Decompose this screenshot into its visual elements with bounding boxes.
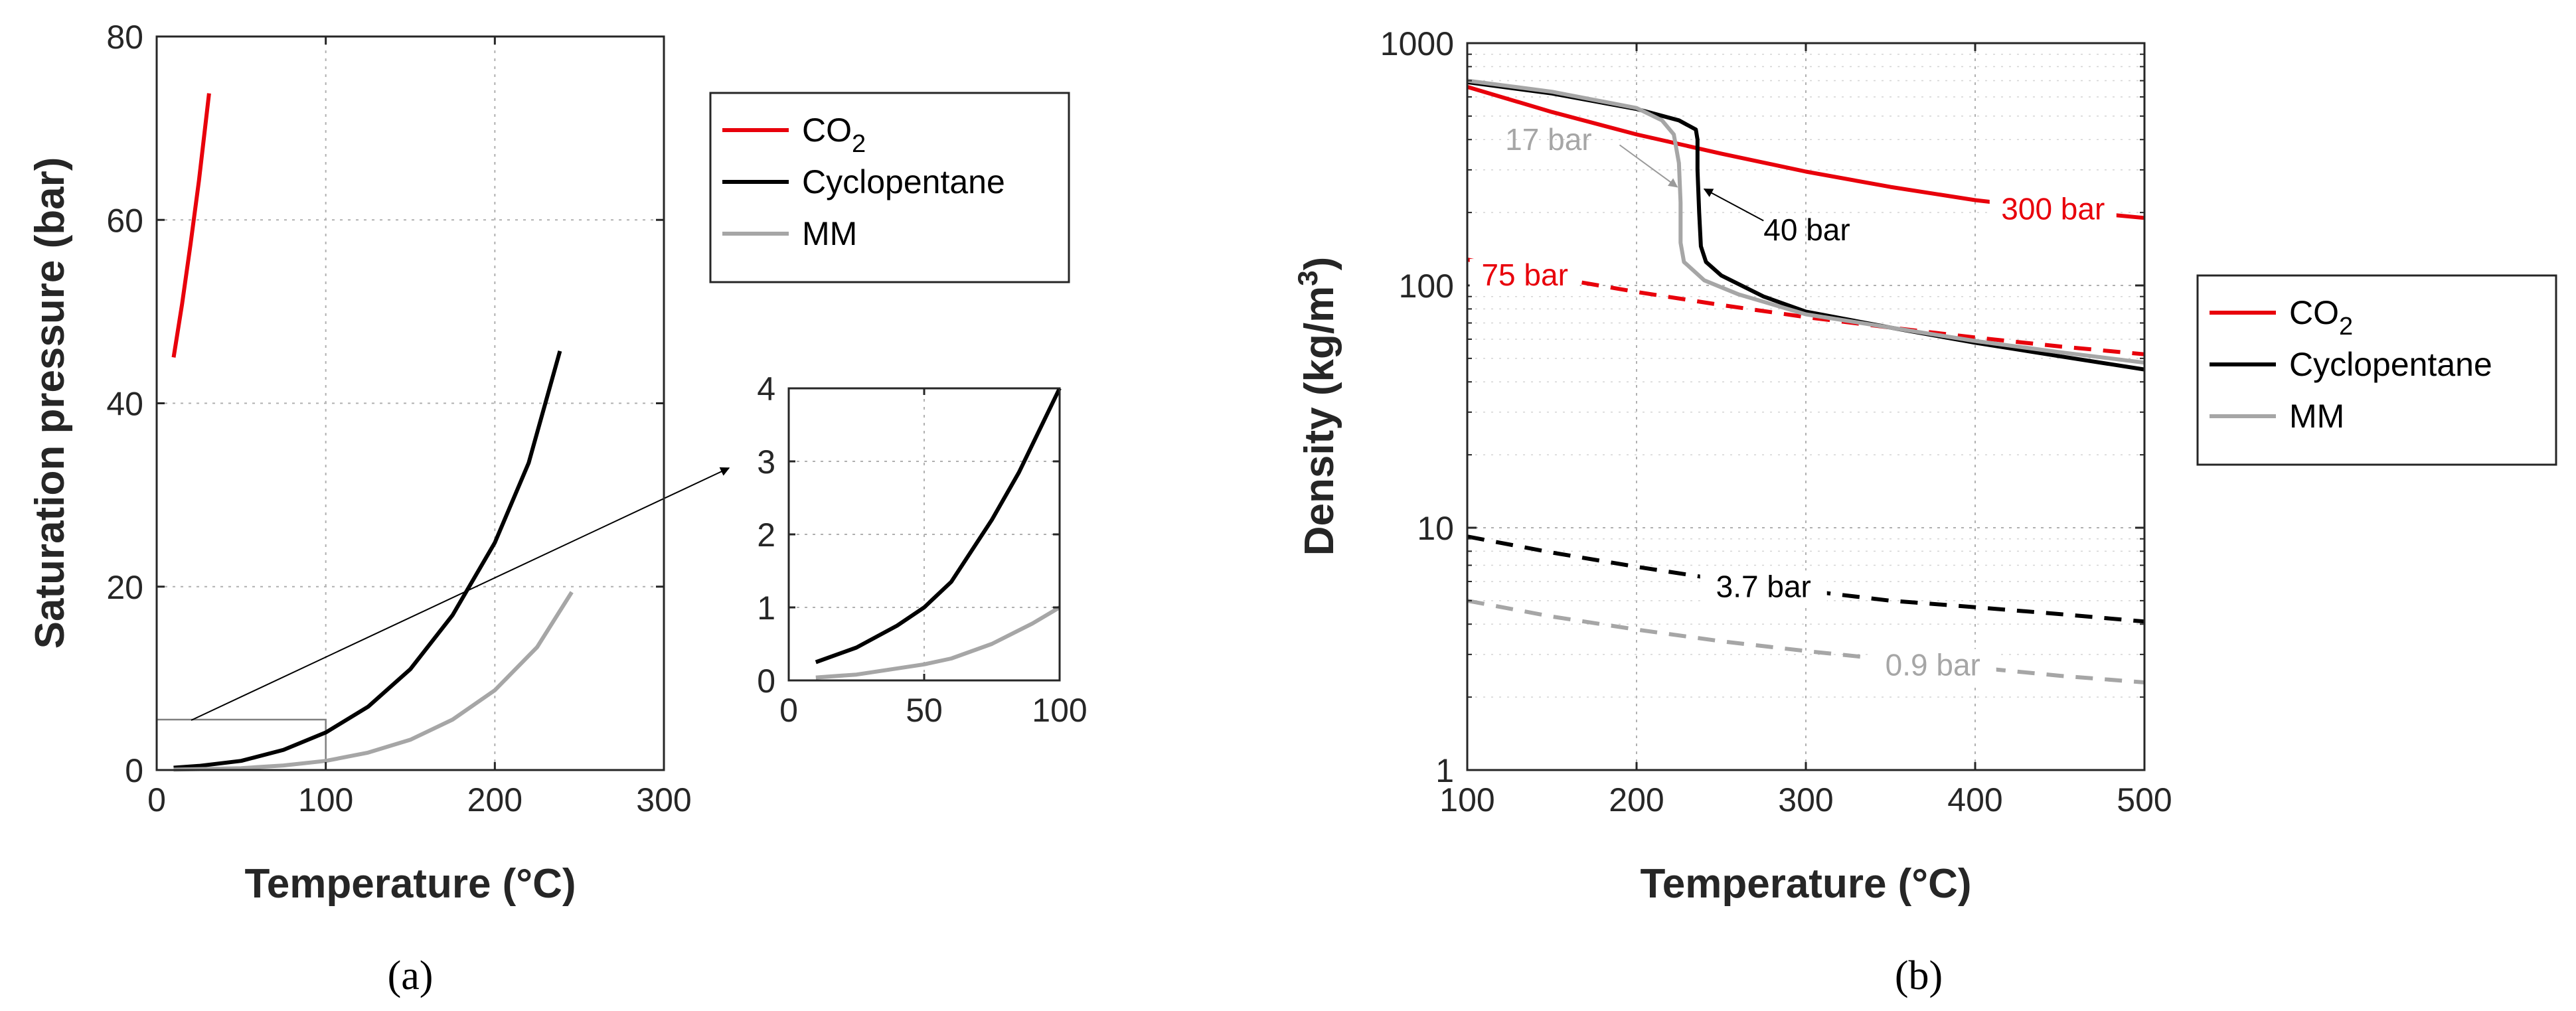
panel-b-legend-label-main: CO: [2289, 294, 2339, 331]
panel-b-legend-label-subscript: 2: [2339, 313, 2353, 341]
panel-a-ticks: 0 100 200 300 0 20 40 60 80: [106, 19, 691, 818]
series-label-3-7-bar: 3.7 bar: [1716, 569, 1811, 603]
inset-y-tick-label: 2: [757, 516, 775, 554]
inset-ticks: 0 50 100 0 1 2 3 4: [757, 370, 1087, 729]
panel-a-x-tick-label: 200: [467, 781, 523, 818]
label-arrow-40-bar: [1703, 188, 1764, 222]
inset-x-tick-label: 100: [1032, 692, 1087, 729]
inset-series: [815, 387, 1062, 680]
panel-a-x-tick-label: 300: [636, 781, 691, 818]
panel-a-x-tick-label: 100: [298, 781, 353, 818]
series-label-background: [1989, 193, 2117, 229]
panel-b-x-tick-label: 300: [1778, 781, 1833, 818]
panel-b-y-tick-label: 1: [1435, 752, 1454, 789]
panel-b-legend-label-main: Cyclopentane: [2289, 346, 2492, 383]
panel-a-legend-label-main: Cyclopentane: [802, 163, 1005, 200]
series-label-17-bar: 17 bar: [1505, 122, 1591, 157]
panel-a-legend-label-co2: CO2: [802, 112, 866, 158]
panel-a-series-co2: [171, 93, 211, 358]
series-label-background: [1869, 649, 1996, 685]
inset-y-tick-label: 3: [757, 443, 775, 481]
inset-y-tick-label: 4: [757, 370, 775, 408]
series-label-300-bar: 300 bar: [2001, 191, 2105, 226]
zoom-arrow: [191, 467, 730, 721]
inset-series-cyclopentane: [815, 387, 1062, 664]
panel-b-x-tick-label: 200: [1609, 781, 1664, 818]
panel-a-y-tick-label: 80: [106, 19, 143, 56]
inset-x-tick-label: 0: [779, 692, 798, 729]
panel-a-y-axis-label: Saturation pressure (bar): [27, 157, 73, 649]
panel-b-series-mm-dashed: [1467, 598, 2145, 684]
panel-b-annotations: 300 bar 75 bar 3.7 bar 0.9 bar 17 bar 40 bar: [1469, 122, 2117, 685]
panel-a-grid: [157, 37, 664, 770]
series-label-background: [1469, 259, 1580, 295]
panel-b-legend-label-cyclopentane: Cyclopentane: [2289, 346, 2492, 383]
panel-a-y-tick-label: 60: [106, 202, 143, 239]
panel-b-legend-label-mm: MM: [2289, 398, 2344, 435]
panel-b-legend: CO2 Cyclopentane MM: [2196, 274, 2557, 466]
panel-a-legend-label-cyclopentane: Cyclopentane: [802, 163, 1005, 200]
panel-b-y-axis-label-sup: 3: [1292, 270, 1323, 285]
panel-b-x-tick-label: 400: [1947, 781, 2002, 818]
panel-a-inset: 0 50 100 0 1 2 3 4: [757, 370, 1087, 729]
panel-b-legend-label-co2: CO2: [2289, 294, 2353, 341]
panel-b-x-tick-label: 100: [1439, 781, 1494, 818]
inset-series-mm: [815, 605, 1061, 680]
panel-b-y-tick-label: 10: [1417, 510, 1454, 547]
panel-a-legend-label-subscript: 2: [852, 130, 866, 158]
panel-b-legend-label-main: MM: [2289, 398, 2344, 435]
panel-a-legend-label-main: MM: [802, 215, 857, 252]
panel-b-ticks: 100 200 300 400 500 1 10 100 1000: [1380, 25, 2172, 818]
panel-b-y-axis-label: Density (kg/m3): [1292, 257, 1342, 556]
panel-b-y-axis-label-end: ): [1297, 257, 1342, 271]
panel-a-y-tick-label: 20: [106, 569, 143, 606]
panel-a-series: [171, 93, 574, 772]
panel-b-legend-box: [2196, 274, 2557, 466]
label-arrow-17-bar: [1619, 144, 1678, 188]
inset-x-tick-label: 50: [906, 692, 943, 729]
panel-b-y-tick-label: 1000: [1380, 25, 1454, 62]
panel-a-x-axis-label: Temperature (°C): [244, 861, 576, 907]
panel-a-legend-label-main: CO: [802, 112, 852, 149]
series-label-0-9-bar: 0.9 bar: [1886, 648, 1980, 682]
series-label-40-bar: 40 bar: [1763, 212, 1850, 247]
panel-b-series-cyclopentane-dashed: [1467, 534, 2145, 624]
panel-a-legend-box: [709, 92, 1070, 283]
panel-a-legend: CO2 Cyclopentane MM: [709, 92, 1070, 283]
panel-b-y-axis-label-main: Density (kg/m: [1297, 286, 1342, 556]
panel-b-label: (b): [1895, 953, 1943, 998]
panel-b-series-mm: [1467, 78, 2145, 365]
panel-b-series-co2-dashed: [1467, 257, 2145, 356]
panel-b-x-tick-label: 500: [2117, 781, 2172, 818]
series-label-75-bar: 75 bar: [1481, 258, 1568, 292]
panel-a-x-tick-label: 0: [147, 781, 166, 818]
panel-a-y-tick-label: 40: [106, 386, 143, 423]
panel-a-label: (a): [388, 953, 434, 998]
panel-a-y-tick-label: 0: [125, 752, 143, 789]
panel-a-series-mm: [173, 591, 574, 772]
inset-y-tick-label: 0: [757, 662, 775, 700]
inset-grid: [789, 388, 1060, 680]
panel-b-x-axis-label: Temperature (°C): [1640, 861, 1971, 907]
inset-y-tick-label: 1: [757, 589, 775, 627]
panel-b-y-tick-label: 100: [1399, 268, 1454, 305]
series-label-background: [1700, 570, 1827, 607]
panel-a-legend-label-mm: MM: [802, 215, 857, 252]
panel-a-series-cyclopentane: [173, 350, 562, 770]
